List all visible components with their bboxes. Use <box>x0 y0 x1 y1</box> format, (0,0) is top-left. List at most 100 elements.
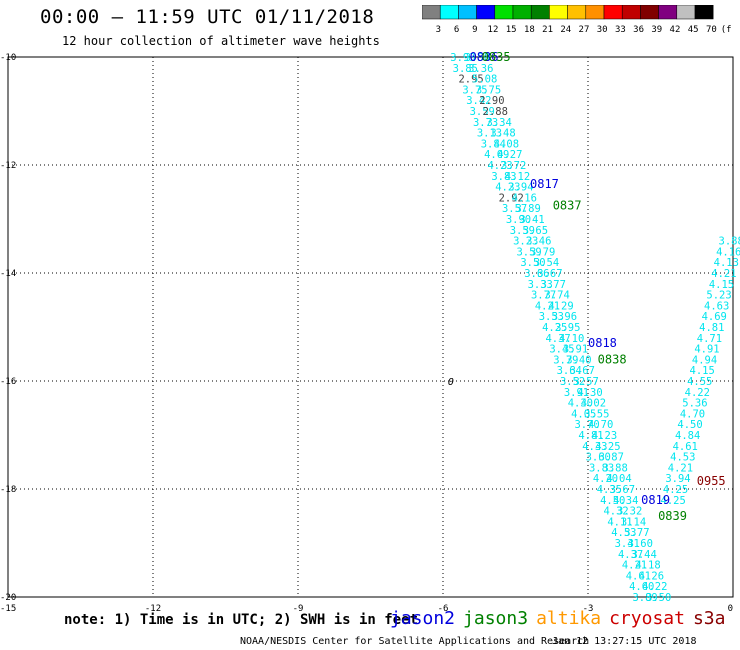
colorbar-label: 33 <box>615 25 626 35</box>
data-point-jason2: 3.77 <box>531 290 556 302</box>
data-point-jason2: 3.23 <box>513 236 538 248</box>
data-point-jason3: 3.79 <box>530 246 555 258</box>
data-point-s3a: 4.22 <box>685 387 710 399</box>
colorbar-label: 45 <box>688 25 699 35</box>
data-point-jason3: 3.67 <box>610 484 635 496</box>
data-point-jason2: 2.92 <box>499 192 524 204</box>
data-point-jason3: 4.02 <box>581 398 606 410</box>
time-label-jason2: 0836 <box>470 50 499 64</box>
satellite-legend: jason2 jason3 altika cryosat s3a <box>390 608 733 629</box>
data-point-jason2: 4.35 <box>597 484 622 496</box>
data-point-jason2: 3.57 <box>502 203 527 215</box>
data-point-jason3: 4.26 <box>639 570 664 582</box>
time-label-s3a: 0955 <box>697 474 726 488</box>
data-point-jason2: 4.60 <box>629 581 654 593</box>
time-label-jason2: 0817 <box>530 177 559 191</box>
data-point-s3a: 4.13 <box>714 257 739 269</box>
data-point-jason3: 3.72 <box>501 160 526 172</box>
data-point-s3a: 3.88 <box>719 236 740 248</box>
data-point-jason2: 4.21 <box>535 300 560 312</box>
colorbar-label: 42 <box>670 25 681 35</box>
data-point-jason2: 4.09 <box>484 149 509 161</box>
data-point-jason2: 3.53 <box>539 311 564 323</box>
data-point-s3a: 4.71 <box>697 333 722 345</box>
colorbar-label: 39 <box>651 25 662 35</box>
data-point-s3a: 4.25 <box>663 484 688 496</box>
data-point-s3a: 4.63 <box>704 300 729 312</box>
chart-title: 00:00 – 11:59 UTC 01/11/2018 <box>40 6 375 28</box>
data-point-jason3: 3.67 <box>537 268 562 280</box>
colorbar-label: 70 <box>706 25 717 35</box>
data-point-jason3: 3.54 <box>534 257 559 269</box>
data-point-jason3: 3.14 <box>621 516 646 528</box>
data-point-jason2: 3.45 <box>549 344 574 356</box>
data-point-jason2: 4.11 <box>607 516 632 528</box>
data-point-jason2: 4.37 <box>618 549 643 561</box>
data-point-jason2: 3.42 <box>466 95 491 107</box>
data-point-jason2: 3.41 <box>615 538 640 550</box>
colorbar-label: 21 <box>542 25 553 35</box>
data-point-jason2: 4.50 <box>600 495 625 507</box>
colorbar-label: (ft) <box>721 25 732 35</box>
data-point-s3a: 4.69 <box>702 311 727 323</box>
colorbar-label: 30 <box>597 25 608 35</box>
y-tick-label: -18 <box>0 485 16 495</box>
y-tick-label: -10 <box>0 53 16 63</box>
data-point-jason3: 3.91 <box>563 344 588 356</box>
data-point-jason2: 4.32 <box>603 506 628 518</box>
data-point-jason2: 4.53 <box>611 527 636 539</box>
data-point-jason3: 3.75 <box>476 84 501 96</box>
data-point-jason3: 3.87 <box>599 452 624 464</box>
data-point-s3a: 4.25 <box>661 495 686 507</box>
time-label-jason2: 0818 <box>588 336 617 350</box>
x-tick-label: -6 <box>438 604 449 614</box>
data-point-jason3: 3.74 <box>545 290 570 302</box>
data-point-s3a: 4.15 <box>709 279 734 291</box>
data-point-jason3: 2.90 <box>479 95 504 107</box>
legend-item-altika: altika <box>536 608 602 629</box>
data-point-jason2: 3.83 <box>491 171 516 183</box>
data-point-jason2: 3.91 <box>564 387 589 399</box>
y-tick-label: -12 <box>0 161 16 171</box>
data-point-jason2: 3.70 <box>574 419 599 431</box>
data-point-jason2: 3.75 <box>462 84 487 96</box>
data-point-jason2: 4.21 <box>622 560 647 572</box>
data-point-s3a: 4.55 <box>687 376 712 388</box>
data-point-jason3: 4.23 <box>592 430 617 442</box>
data-point-jason3: 4.25 <box>595 441 620 453</box>
data-point-jason3: 3.88 <box>603 462 628 474</box>
data-point-jason3: 3.67 <box>570 365 595 377</box>
timestamp-text: Jan 12 13:27:15 UTC 2018 <box>552 636 697 647</box>
data-point-s3a: 5.36 <box>682 398 707 410</box>
data-point-jason3: 3.50 <box>646 592 671 604</box>
y-tick-label: -20 <box>0 593 16 603</box>
data-point-jason3: 3.65 <box>523 225 548 237</box>
data-point-jason3: 3.41 <box>519 214 544 226</box>
x-tick-label: -15 <box>0 604 16 614</box>
data-point-s3a: 4.91 <box>694 344 719 356</box>
data-point-jason3: 3.46 <box>526 236 551 248</box>
y-tick-label: -14 <box>0 269 16 279</box>
data-point-jason3: 3.89 <box>516 203 541 215</box>
colorbar-label: 18 <box>524 25 535 35</box>
data-point-jason3: 4.22 <box>642 581 667 593</box>
data-point-s3a: 4.70 <box>680 408 705 420</box>
data-point-jason3: 4.29 <box>548 300 573 312</box>
data-point-s3a: 4.21 <box>711 268 736 280</box>
data-point-jason3: 3.50 <box>465 52 490 64</box>
data-point-jason2: 4.23 <box>487 160 512 172</box>
data-point-jason3: 4.30 <box>577 387 602 399</box>
data-point-jason3: 4.18 <box>635 560 660 572</box>
footer-note: note: 1) Time is in UTC; 2) SWH is in fe… <box>64 612 419 628</box>
data-point-jason2: 2.95 <box>458 74 483 86</box>
data-point-jason3: 3.32 <box>617 506 642 518</box>
chart-plot: -15 -12 -9 -6 -3 0-10-12-14-16-18-203.933.852… <box>0 50 740 614</box>
legend-item-cryosat: cryosat <box>609 608 685 629</box>
data-point-s3a: 4.50 <box>677 419 702 431</box>
data-point-jason3: 3.34 <box>487 117 512 129</box>
plot-frame <box>7 56 734 598</box>
colorbar-label: 27 <box>579 25 590 35</box>
colorbar-label: 9 <box>472 25 477 35</box>
data-point-s3a: 4.16 <box>716 246 740 258</box>
data-point-s3a: 5.23 <box>706 290 731 302</box>
